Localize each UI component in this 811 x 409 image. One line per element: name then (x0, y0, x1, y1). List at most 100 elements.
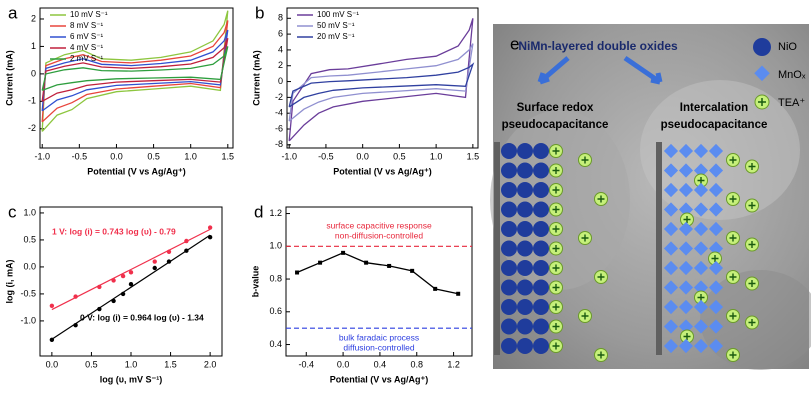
y-tick-label: 1 (31, 41, 36, 51)
nio-particle (517, 143, 533, 159)
y-tick-label: -6 (275, 123, 283, 133)
x-tick-label: -0.5 (72, 151, 88, 161)
mnox-particle (663, 299, 679, 315)
data-point (97, 306, 102, 312)
mnox-particle (663, 221, 679, 237)
tea-plus (748, 319, 756, 326)
x-axis-label: Potential (V vs Ag/Ag⁺) (330, 374, 428, 384)
y-axis-label: log (i, mA) (4, 260, 14, 304)
x-tick-label: 0.0 (356, 151, 369, 161)
mnox-particle (693, 221, 709, 237)
nio-particle (501, 279, 517, 296)
data-point (341, 250, 346, 255)
mnox-particle (663, 260, 679, 276)
mnox-particle (708, 299, 724, 315)
tea-plus (552, 323, 560, 330)
mnox-particle (678, 221, 694, 237)
tea-plus (697, 294, 705, 301)
y-tick-label: 0 (278, 76, 283, 86)
nio-particle (533, 240, 549, 257)
tea-plus (729, 312, 737, 320)
mnox-particle (693, 280, 709, 295)
x-tick-label: 1.0 (125, 359, 138, 369)
nio-particle (517, 162, 533, 179)
panel-label: a (8, 3, 18, 22)
chart-panel: c 0.0 0.5 1.0 1.5 2.0 -1.0 -0.5 0.0 0.5 1.0 log (υ,… (4, 202, 223, 384)
x-tick-label: 0.0 (337, 359, 350, 369)
tea-plus (729, 234, 737, 242)
y-tick-label: 0 (31, 68, 36, 78)
mnox-particle (693, 163, 709, 178)
nio-particle (501, 260, 517, 276)
mnox-particle (693, 182, 709, 198)
mnox-particle (663, 143, 679, 159)
data-point (184, 238, 189, 244)
data-point (184, 248, 189, 253)
data-point (433, 286, 438, 291)
data-point (387, 263, 392, 268)
x-tick-label: 1.5 (164, 359, 177, 369)
mnox-particle (663, 280, 679, 295)
nio-particle (501, 299, 517, 315)
mnox-particle (678, 143, 694, 159)
y-tick-label: -1.0 (20, 315, 36, 325)
data-point (152, 265, 157, 271)
y-tick-label: -0.5 (20, 288, 36, 298)
tea-plus (552, 342, 560, 350)
chart-panel: a -1.0 -0.5 0.0 0.5 1.0 1.5 -2 -1 0 1 2 Potential (V… (4, 3, 234, 176)
mnox-particle (678, 241, 694, 256)
y-tick-label: -4 (275, 108, 283, 118)
right-label: pseudocapacitance (661, 119, 768, 131)
x-tick-label: 1.2 (447, 359, 460, 369)
data-point (49, 337, 55, 343)
mnox-particle (708, 163, 724, 178)
tea-plus (581, 312, 589, 320)
legend-label: 20 mV S⁻¹ (317, 32, 355, 41)
data-point (207, 235, 213, 240)
y-tick-label: 0.0 (23, 261, 36, 271)
tea-plus (697, 177, 705, 184)
legend-label: 10 mV S⁻¹ (70, 10, 108, 19)
mnox-particle (693, 143, 709, 159)
legend-tea-plus (758, 98, 766, 106)
panel-label: e (510, 34, 519, 53)
x-tick-label: -0.5 (318, 151, 334, 161)
plot-frame (285, 206, 473, 357)
x-axis-label: log (υ, mV S⁻¹) (100, 374, 163, 384)
mnox-particle (663, 163, 679, 178)
nio-particle (533, 221, 549, 237)
x-tick-label: 1.0 (430, 151, 443, 161)
tea-plus (597, 273, 605, 281)
mnox-particle (693, 241, 709, 256)
nio-particle (533, 260, 549, 276)
tea-plus (552, 186, 560, 194)
plot-frame (286, 7, 479, 149)
tea-plus (729, 351, 737, 359)
tea-plus (581, 234, 589, 242)
tea-plus (552, 264, 560, 272)
nio-particle (501, 201, 517, 218)
tea-plus (597, 351, 605, 359)
mnox-particle (678, 299, 694, 315)
legend-label: 8 mV S⁻¹ (70, 21, 103, 30)
nio-particle (501, 318, 517, 335)
mnox-particle (663, 241, 679, 256)
schematic-title: NiMn-layered double oxides (518, 39, 678, 53)
chart-panel: d -0.4 0.0 0.4 0.8 1.2 0.4 0.6 0.8 1.0 1.2 Potentia… (250, 202, 473, 384)
x-tick-label: -1.0 (281, 151, 297, 161)
annotation: 1 V: log (i) = 0.743 log (υ) - 0.79 (52, 226, 176, 236)
y-tick-label: -2 (275, 92, 283, 102)
fit-line (51, 228, 211, 311)
tea-plus (711, 255, 719, 262)
schematic: e NiMn-layered double oxides Surface red… (490, 24, 811, 370)
y-tick-label: -8 (275, 139, 283, 149)
legend-label: 100 mV S⁻¹ (317, 10, 359, 19)
panel-label: d (254, 202, 263, 221)
nio-particle (517, 182, 533, 198)
x-axis-label: Potential (V vs Ag/Ag⁺) (333, 166, 431, 176)
tea-plus (552, 206, 560, 213)
y-tick-label: -2 (28, 123, 36, 133)
arrows (537, 55, 663, 85)
reference-label: diffusion-controlled (343, 342, 414, 352)
